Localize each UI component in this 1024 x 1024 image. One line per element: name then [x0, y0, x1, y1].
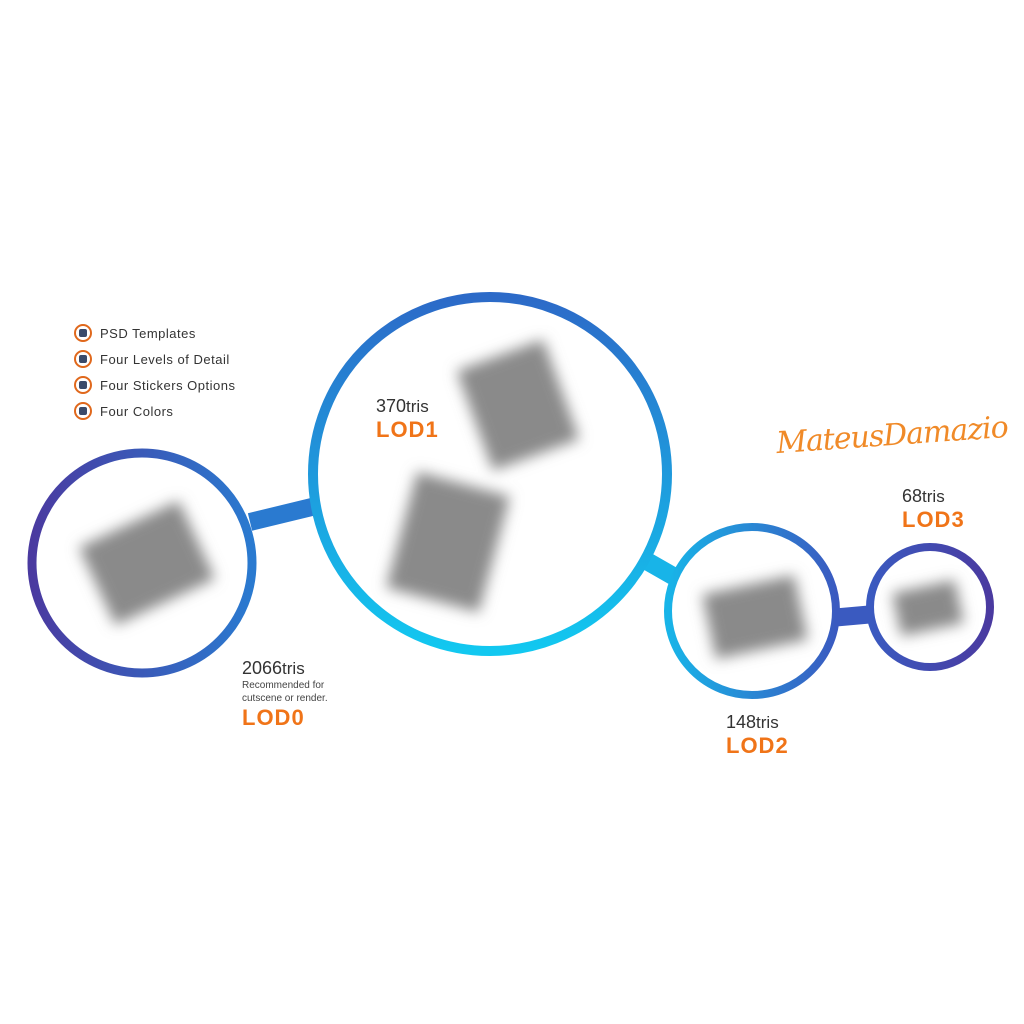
lod2-label: 148tris LOD2	[726, 712, 789, 759]
connector-0-1	[247, 496, 323, 531]
psd-icon	[74, 324, 92, 342]
lod0-desc-line1: Recommended for	[242, 680, 325, 691]
lod2-tris-count: 148	[726, 712, 757, 732]
lod1-preview-bottom	[386, 471, 510, 613]
lod1-preview-top	[456, 339, 580, 471]
lod0-name: LOD0	[242, 705, 305, 730]
lod3-label: 68tris LOD3	[902, 486, 965, 533]
lod3-tris-count: 68	[902, 486, 923, 506]
lod3-tris: 68tris	[902, 486, 965, 507]
feature-item-lod: Four Levels of Detail	[74, 346, 236, 372]
lod0-label: 2066tris Recommended for cutscene or ren…	[242, 658, 328, 731]
lod1-name: LOD1	[376, 417, 439, 442]
lod-icon	[74, 350, 92, 368]
feature-item-psd: PSD Templates	[74, 320, 236, 346]
feature-label: Four Stickers Options	[100, 377, 236, 393]
lod2-tris-unit: tris	[756, 713, 779, 732]
feature-list: PSD Templates Four Levels of Detail Four…	[74, 320, 236, 424]
lod0-preview	[78, 500, 216, 626]
lod1-tris-unit: tris	[406, 397, 429, 416]
lod0-tris-unit: tris	[282, 659, 305, 678]
feature-item-colors: Four Colors	[74, 398, 236, 424]
lod1-ring	[308, 292, 672, 656]
lod2-tris: 148tris	[726, 712, 789, 733]
lod2-preview	[702, 574, 808, 660]
lod3-tris-unit: tris	[922, 487, 945, 506]
color-icon	[74, 402, 92, 420]
sticker-icon	[74, 376, 92, 394]
lod2-name: LOD2	[726, 733, 789, 758]
lod0-tris: 2066tris	[242, 658, 328, 679]
feature-label: Four Colors	[100, 403, 174, 419]
lod1-tris-count: 370	[376, 396, 407, 416]
feature-label: Four Levels of Detail	[100, 351, 230, 367]
feature-item-stickers: Four Stickers Options	[74, 372, 236, 398]
lod1-label: 370tris LOD1	[376, 396, 439, 443]
lod3-preview	[892, 579, 964, 637]
lod1-tris: 370tris	[376, 396, 439, 417]
feature-label: PSD Templates	[100, 325, 196, 341]
lod0-tris-count: 2066	[242, 658, 283, 678]
lod3-name: LOD3	[902, 507, 965, 532]
lod0-desc-line2: cutscene or render.	[242, 693, 328, 704]
